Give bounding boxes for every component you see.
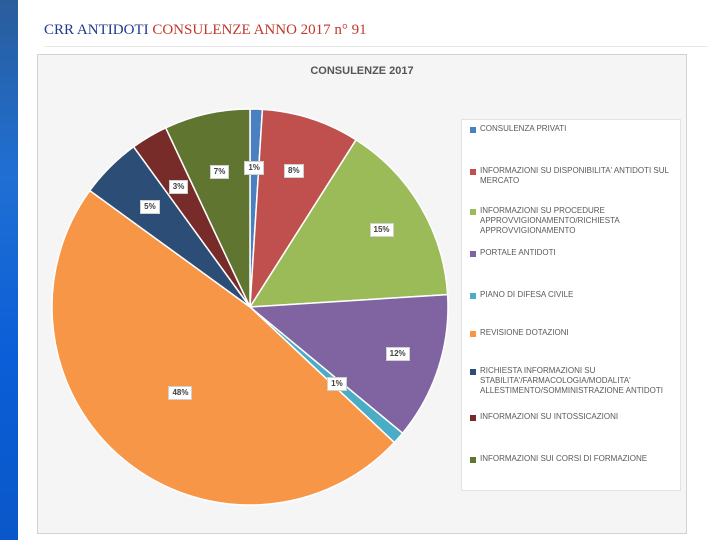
pie-slice-label: 7% bbox=[209, 164, 230, 179]
legend-swatch bbox=[470, 331, 476, 337]
chart-frame: CONSULENZE 2017 1% 8% 15% 12% 1% 48% 5% 3% 7% CO… bbox=[37, 54, 687, 534]
pie-slice-label: 1% bbox=[327, 376, 347, 391]
pie-slice bbox=[248, 138, 449, 308]
pie-slice-label: 3% bbox=[168, 179, 189, 194]
pie-slice-label: 5% bbox=[140, 200, 160, 215]
pie-slice bbox=[51, 189, 396, 506]
legend-swatch bbox=[470, 369, 476, 375]
legend-swatch bbox=[470, 251, 476, 257]
legend-swatch bbox=[470, 293, 476, 299]
chart-legend: CONSULENZA PRIVATI INFORMAZIONI SU DISPON… bbox=[461, 119, 681, 491]
pie-slice bbox=[248, 293, 449, 435]
pie-chart bbox=[51, 108, 449, 506]
legend-swatch bbox=[470, 209, 476, 215]
legend-label: INFORMAZIONI SU INTOSSICAZIONI bbox=[480, 412, 619, 421]
legend-label: REVISIONE DOTAZIONI bbox=[480, 328, 569, 337]
side-accent-bar bbox=[0, 0, 18, 540]
legend-label: INFORMAZIONI SU DISPONIBILITA' ANTIDOTI … bbox=[480, 166, 669, 185]
legend-label: RICHIESTA INFORMAZIONI SU STABILITA'/FAR… bbox=[480, 366, 663, 395]
legend-label: CONSULENZA PRIVATI bbox=[480, 124, 567, 133]
pie-slice-label: 8% bbox=[284, 164, 304, 179]
slide-title: CRR ANTIDOTI CONSULENZE ANNO 2017 n° 91 bbox=[44, 22, 367, 39]
legend-swatch bbox=[470, 127, 476, 133]
legend-label: PORTALE ANTIDOTI bbox=[480, 248, 556, 257]
pie-slice-label: 48% bbox=[168, 386, 193, 401]
pie-slice-label: 15% bbox=[369, 223, 394, 238]
legend-label: PIANO DI DIFESA CIVILE bbox=[480, 290, 574, 299]
legend-label: INFORMAZIONI SU PROCEDURE APPROVVIGIONAM… bbox=[480, 206, 620, 235]
pie-slice-label: 12% bbox=[385, 347, 410, 362]
legend-swatch bbox=[470, 415, 476, 421]
legend-swatch bbox=[470, 169, 476, 175]
chart-title: CONSULENZE 2017 bbox=[310, 65, 414, 77]
title-divider bbox=[44, 46, 708, 47]
pie-slice-label: 1% bbox=[244, 161, 264, 176]
slide-title-part1: CRR ANTIDOTI bbox=[44, 22, 153, 38]
slide-title-part2: CONSULENZE ANNO 2017 n° 91 bbox=[152, 22, 367, 38]
legend-label: INFORMAZIONI SUI CORSI DI FORMAZIONE bbox=[480, 454, 648, 463]
pie-slice bbox=[249, 108, 358, 308]
legend-swatch bbox=[470, 457, 476, 463]
pie-slice bbox=[164, 108, 251, 308]
